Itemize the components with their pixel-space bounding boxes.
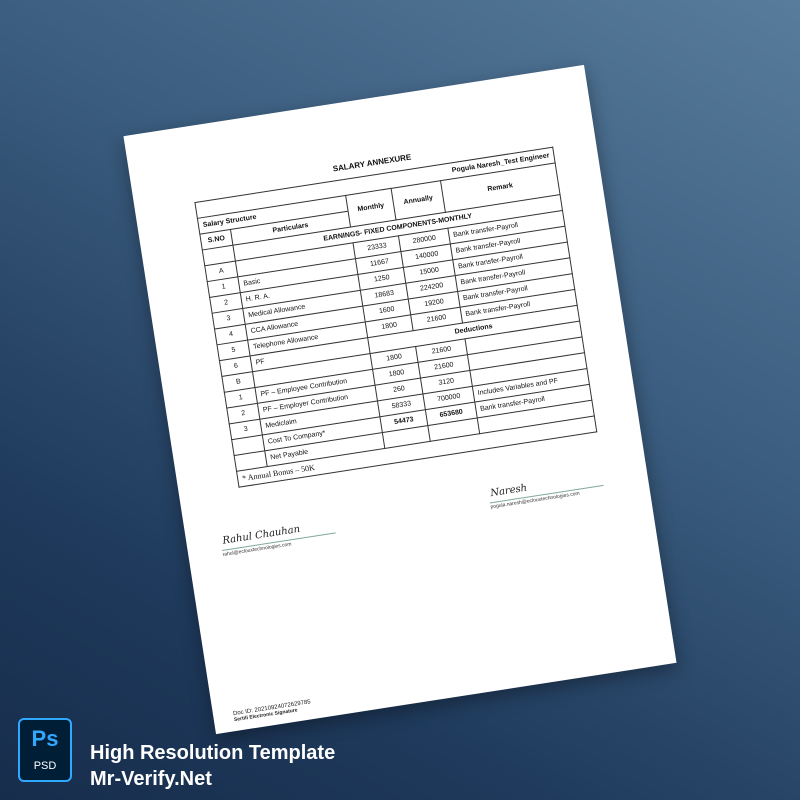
psd-label: PSD [33,760,57,772]
doc-id-block: Doc ID: 20210924072629785 Sertifi Electr… [233,699,312,723]
salary-table: Pogula Naresh_Test Engineer Salary Struc… [194,147,597,488]
photoshop-psd-icon: Ps PSD [18,718,72,782]
salary-annexure-document: SALARY ANNEXURE Pogula Naresh_Test Engin… [123,64,677,735]
brand-line2: Mr-Verify.Net [90,768,212,790]
ps-letters: Ps [31,726,59,751]
brand-text: High Resolution Template Mr-Verify.Net [90,740,335,792]
brand-line1: High Resolution Template [90,742,336,764]
